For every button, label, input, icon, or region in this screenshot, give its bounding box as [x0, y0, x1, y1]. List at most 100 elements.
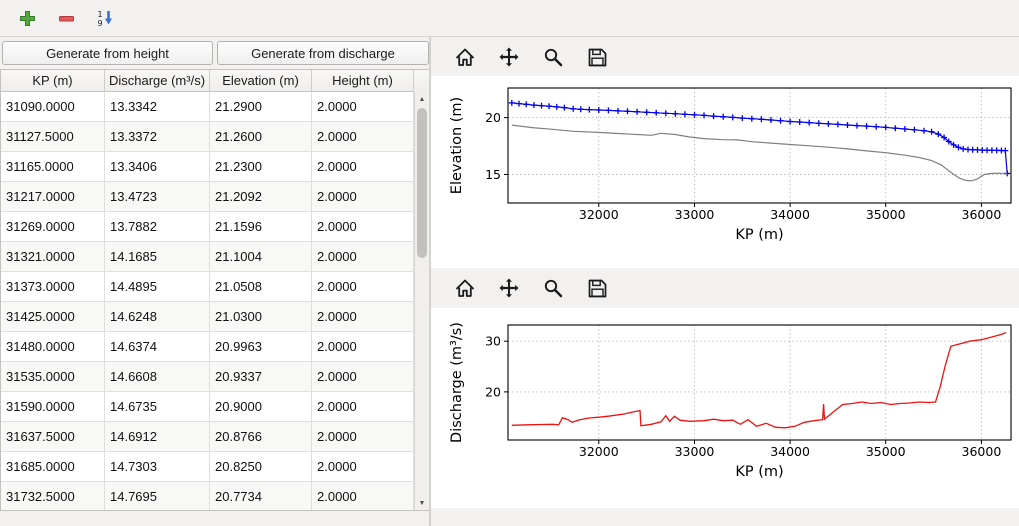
table-cell[interactable]: 21.0508	[210, 272, 312, 302]
table-body: 31090.0000 13.3342 21.2900 2.0000 31127.5000…	[1, 92, 429, 510]
table-cell[interactable]: 2.0000	[312, 92, 414, 122]
table-cell[interactable]: 31685.0000	[1, 452, 105, 482]
scrollbar-thumb[interactable]	[417, 108, 427, 258]
svg-text:35000: 35000	[866, 207, 906, 222]
home-button[interactable]	[449, 273, 481, 303]
home-button[interactable]	[449, 42, 481, 72]
table-cell[interactable]: 20.9000	[210, 392, 312, 422]
table-cell[interactable]: 31217.0000	[1, 182, 105, 212]
column-header[interactable]: Height (m)	[312, 70, 414, 92]
table-cell[interactable]: 2.0000	[312, 242, 414, 272]
table-cell[interactable]: 20.7734	[210, 482, 312, 510]
scroll-down-arrow[interactable]: ▼	[418, 500, 426, 507]
table-cell[interactable]: 2.0000	[312, 422, 414, 452]
pan-button[interactable]	[493, 42, 525, 72]
column-header[interactable]: Elevation (m)	[210, 70, 312, 92]
table-row: 31590.0000 14.6735 20.9000 2.0000	[1, 392, 429, 422]
svg-text:33000: 33000	[675, 444, 715, 459]
scroll-up-arrow[interactable]: ▲	[418, 96, 426, 103]
save-button[interactable]	[581, 42, 613, 72]
table-cell[interactable]: 2.0000	[312, 212, 414, 242]
table-cell[interactable]: 20.8766	[210, 422, 312, 452]
svg-text:32000: 32000	[579, 207, 619, 222]
table-cell[interactable]: 13.3406	[105, 152, 210, 182]
add-row-button[interactable]	[12, 4, 42, 32]
table-row: 31269.0000 13.7882 21.1596 2.0000	[1, 212, 429, 242]
zoom-button[interactable]	[537, 273, 569, 303]
table-cell[interactable]: 21.1596	[210, 212, 312, 242]
table-cell[interactable]: 14.7695	[105, 482, 210, 510]
save-button[interactable]	[581, 273, 613, 303]
table-cell[interactable]: 21.0300	[210, 302, 312, 332]
table-cell[interactable]: 31373.0000	[1, 272, 105, 302]
table-cell[interactable]: 21.2600	[210, 122, 312, 152]
svg-text:1: 1	[98, 10, 103, 19]
table-cell[interactable]: 20.9337	[210, 362, 312, 392]
generate-from-height-button[interactable]: Generate from height	[2, 41, 213, 65]
elevation-chart[interactable]: 32000 33000 34000 35000 36000 15 20 KP (m) Eleva…	[431, 76, 1019, 268]
table-cell[interactable]: 31321.0000	[1, 242, 105, 272]
svg-text:35000: 35000	[866, 444, 906, 459]
table-cell[interactable]: 31535.0000	[1, 362, 105, 392]
table-cell[interactable]: 31090.0000	[1, 92, 105, 122]
table-cell[interactable]: 2.0000	[312, 302, 414, 332]
table-cell[interactable]: 14.6608	[105, 362, 210, 392]
table-cell[interactable]: 2.0000	[312, 152, 414, 182]
column-header[interactable]: Discharge (m³/s)	[105, 70, 210, 92]
sort-rows-button[interactable]: 1 9	[90, 4, 120, 32]
table-cell[interactable]: 20.8250	[210, 452, 312, 482]
table-cell[interactable]: 2.0000	[312, 482, 414, 510]
table-cell[interactable]: 14.1685	[105, 242, 210, 272]
panel-splitter[interactable]	[429, 37, 431, 526]
table-cell[interactable]: 31480.0000	[1, 332, 105, 362]
table-cell[interactable]: 14.7303	[105, 452, 210, 482]
table-row: 31321.0000 14.1685 21.1004 2.0000	[1, 242, 429, 272]
table-cell[interactable]: 31637.5000	[1, 422, 105, 452]
table-cell[interactable]: 2.0000	[312, 332, 414, 362]
sort-numeric-icon: 1 9	[98, 10, 112, 27]
zoom-button[interactable]	[537, 42, 569, 72]
table-cell[interactable]: 2.0000	[312, 392, 414, 422]
column-header[interactable]: KP (m)	[1, 70, 105, 92]
table-cell[interactable]: 14.6912	[105, 422, 210, 452]
discharge-chart[interactable]: 32000 33000 34000 35000 36000 20 30 KP (m) Disch…	[431, 308, 1019, 508]
generate-from-discharge-button[interactable]: Generate from discharge	[217, 41, 429, 65]
svg-text:34000: 34000	[770, 444, 810, 459]
pan-button[interactable]	[493, 273, 525, 303]
table-cell[interactable]: 14.4895	[105, 272, 210, 302]
table-row: 31090.0000 13.3342 21.2900 2.0000	[1, 92, 429, 122]
table-cell[interactable]: 13.7882	[105, 212, 210, 242]
table-cell[interactable]: 2.0000	[312, 122, 414, 152]
table-cell[interactable]: 13.4723	[105, 182, 210, 212]
table-cell[interactable]: 21.2300	[210, 152, 312, 182]
table-row: 31732.5000 14.7695 20.7734 2.0000	[1, 482, 429, 510]
table-row: 31535.0000 14.6608 20.9337 2.0000	[1, 362, 429, 392]
svg-text:KP (m): KP (m)	[735, 227, 783, 243]
table-cell[interactable]: 2.0000	[312, 272, 414, 302]
table-header: KP (m) Discharge (m³/s) Elevation (m) Heigh…	[1, 70, 429, 92]
table-cell[interactable]: 14.6248	[105, 302, 210, 332]
table-cell[interactable]: 14.6735	[105, 392, 210, 422]
table-cell[interactable]: 21.2092	[210, 182, 312, 212]
table-cell[interactable]: 2.0000	[312, 452, 414, 482]
table-cell[interactable]: 21.2900	[210, 92, 312, 122]
table-cell[interactable]: 31425.0000	[1, 302, 105, 332]
remove-row-button[interactable]	[51, 4, 81, 32]
table-cell[interactable]: 20.9963	[210, 332, 312, 362]
plus-icon	[19, 10, 35, 26]
table-cell[interactable]: 31127.5000	[1, 122, 105, 152]
table-cell[interactable]: 13.3342	[105, 92, 210, 122]
table-cell[interactable]: 14.6374	[105, 332, 210, 362]
table-cell[interactable]: 31590.0000	[1, 392, 105, 422]
table-cell[interactable]: 13.3372	[105, 122, 210, 152]
table-cell[interactable]: 2.0000	[312, 362, 414, 392]
pan-icon	[499, 278, 519, 298]
table-cell[interactable]: 31269.0000	[1, 212, 105, 242]
table-cell[interactable]: 2.0000	[312, 182, 414, 212]
table-row: 31685.0000 14.7303 20.8250 2.0000	[1, 452, 429, 482]
table-cell[interactable]: 21.1004	[210, 242, 312, 272]
table-cell[interactable]: 31165.0000	[1, 152, 105, 182]
svg-text:15: 15	[485, 167, 501, 182]
vertical-scrollbar[interactable]: ▲ ▼	[414, 92, 429, 510]
table-cell[interactable]: 31732.5000	[1, 482, 105, 510]
